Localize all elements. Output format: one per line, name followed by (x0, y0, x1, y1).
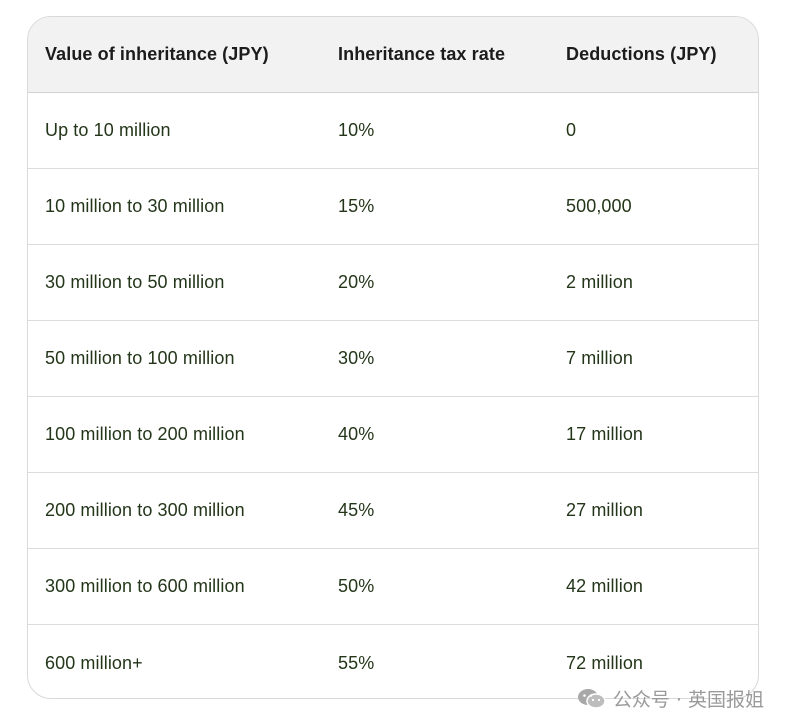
cell-value-range: 600 million+ (45, 652, 143, 673)
header-cell-value-of-inheritance: Value of inheritance (JPY) (45, 44, 269, 64)
wechat-watermark: 公众号 · 英国报姐 (577, 685, 764, 712)
cell-deduction: 7 million (566, 348, 633, 368)
cell-deduction: 0 (566, 120, 577, 140)
header-cell-tax-rate: Inheritance tax rate (338, 44, 506, 64)
cell-tax-rate: 45% (338, 500, 375, 520)
table-row: Up to 10 million 10% 0 (28, 93, 758, 169)
cell-deduction: 72 million (566, 652, 644, 673)
cell-tax-rate: 55% (338, 652, 375, 673)
cell-tax-rate: 40% (338, 424, 375, 444)
table-row: 600 million+ 55% 72 million (28, 625, 758, 698)
cell-tax-rate: 10% (338, 120, 375, 140)
header-cell-deductions: Deductions (JPY) (566, 44, 717, 64)
cell-tax-rate: 15% (338, 196, 375, 216)
cell-value-range: 10 million to 30 million (45, 196, 225, 216)
table-row: 300 million to 600 million 50% 42 millio… (28, 549, 758, 625)
cell-tax-rate: 50% (338, 576, 375, 596)
cell-deduction: 27 million (566, 500, 644, 520)
table-row: 30 million to 50 million 20% 2 million (28, 245, 758, 321)
cell-deduction: 42 million (566, 576, 644, 596)
table-row: 100 million to 200 million 40% 17 millio… (28, 397, 758, 473)
inheritance-tax-table: Value of inheritance (JPY) Inheritance t… (27, 16, 759, 699)
watermark-text: 公众号 · 英国报姐 (612, 689, 764, 711)
table-row: 10 million to 30 million 15% 500,000 (28, 169, 758, 245)
cell-deduction: 17 million (566, 424, 644, 444)
cell-tax-rate: 30% (338, 348, 375, 368)
wechat-icon (577, 688, 607, 710)
cell-tax-rate: 20% (338, 272, 375, 292)
cell-deduction: 2 million (566, 272, 633, 292)
cell-value-range: 30 million to 50 million (45, 272, 225, 292)
table-row: 50 million to 100 million 30% 7 million (28, 321, 758, 397)
table-header-row: Value of inheritance (JPY) Inheritance t… (28, 17, 758, 93)
cell-value-range: 200 million to 300 million (45, 500, 245, 520)
cell-value-range: Up to 10 million (45, 120, 171, 140)
cell-value-range: 50 million to 100 million (45, 348, 235, 368)
table-row: 200 million to 300 million 45% 27 millio… (28, 473, 758, 549)
cell-deduction: 500,000 (566, 196, 632, 216)
cell-value-range: 300 million to 600 million (45, 576, 245, 596)
cell-value-range: 100 million to 200 million (45, 424, 245, 444)
